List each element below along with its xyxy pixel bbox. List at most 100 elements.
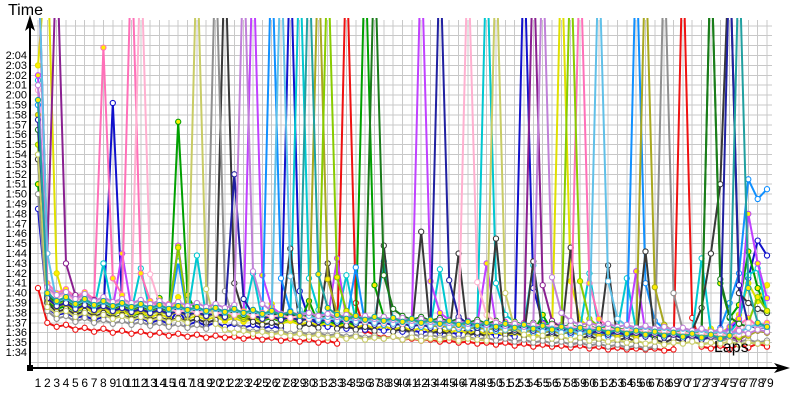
data-point [707,345,715,352]
svg-text:39: 39 [387,376,401,390]
data-point [502,289,509,297]
svg-text:1:54: 1:54 [6,149,27,161]
svg-text:34: 34 [340,376,354,390]
data-point [184,324,191,331]
data-point [604,320,612,327]
svg-text:1:46: 1:46 [6,228,27,240]
data-point [203,325,210,332]
data-point [548,340,556,347]
data-point [371,327,378,334]
svg-text:1:39: 1:39 [6,298,27,310]
data-point [763,307,771,315]
data-point [604,329,612,336]
data-point [735,320,743,327]
data-point [726,338,733,345]
svg-text:1:37: 1:37 [6,317,27,329]
svg-text:52: 52 [508,376,522,390]
data-point [717,326,724,333]
svg-text:54: 54 [527,376,541,390]
data-point [203,307,210,315]
data-point [436,309,444,317]
data-point [361,316,369,323]
data-point [661,341,668,348]
data-point [408,315,415,322]
svg-text:74: 74 [714,376,728,390]
data-point [62,312,70,320]
svg-text:1:56: 1:56 [6,129,27,141]
data-point [81,314,88,322]
data-point [268,313,275,321]
data-point [221,334,229,341]
data-point [240,295,247,303]
data-point [268,307,275,315]
svg-text:47: 47 [461,376,475,390]
data-point [361,323,369,330]
data-point [502,335,509,342]
data-point [305,320,313,327]
data-point [193,309,201,317]
svg-text:42: 42 [415,376,429,390]
data-point [100,260,107,267]
svg-text:1:41: 1:41 [6,278,27,290]
svg-text:1:48: 1:48 [6,208,27,220]
data-point [128,330,135,337]
data-point [90,314,98,322]
svg-text:70: 70 [676,376,690,390]
data-point [287,308,294,316]
x-axis-title: Laps [714,339,749,356]
data-point [745,299,752,307]
data-point [408,334,415,341]
data-point [333,340,341,347]
data-point [754,237,761,244]
svg-text:43: 43 [424,376,438,390]
data-point [53,297,60,305]
data-point [352,264,359,271]
svg-text:20: 20 [209,376,223,390]
data-point [380,317,387,324]
data-point [745,284,752,292]
data-point [689,330,696,337]
data-point [231,319,238,326]
data-point [240,327,247,334]
data-point [137,328,144,335]
data-point [576,324,584,331]
svg-text:23: 23 [237,376,251,390]
data-point [474,279,481,286]
data-point [492,337,500,344]
data-point [642,280,649,287]
data-point [109,315,116,322]
data-point [763,294,771,302]
data-point [371,313,378,321]
data-point [62,260,70,267]
data-point [62,288,70,296]
data-point [735,327,743,334]
svg-text:76: 76 [732,376,746,390]
data-point [221,326,229,333]
svg-text:50: 50 [489,376,503,390]
data-point [184,333,191,340]
data-point [745,330,752,337]
data-point [679,324,687,331]
data-point [100,44,107,51]
svg-text:1:51: 1:51 [6,179,27,191]
data-point [642,331,649,338]
data-point [670,289,677,297]
svg-text:56: 56 [545,376,559,390]
y-axis-arrow-icon [25,15,35,31]
data-point [333,311,341,319]
data-point [249,312,257,320]
data-point [689,338,696,345]
data-point [53,270,60,277]
svg-text:77: 77 [742,376,756,390]
svg-text:32: 32 [321,376,335,390]
data-point [745,324,752,331]
data-point [492,280,500,287]
x-axis-arrow-icon [774,363,790,373]
data-point [175,302,182,310]
data-point [137,300,144,308]
data-point [203,334,210,341]
data-point [614,315,621,322]
data-point [539,332,546,339]
data-point [558,309,565,317]
